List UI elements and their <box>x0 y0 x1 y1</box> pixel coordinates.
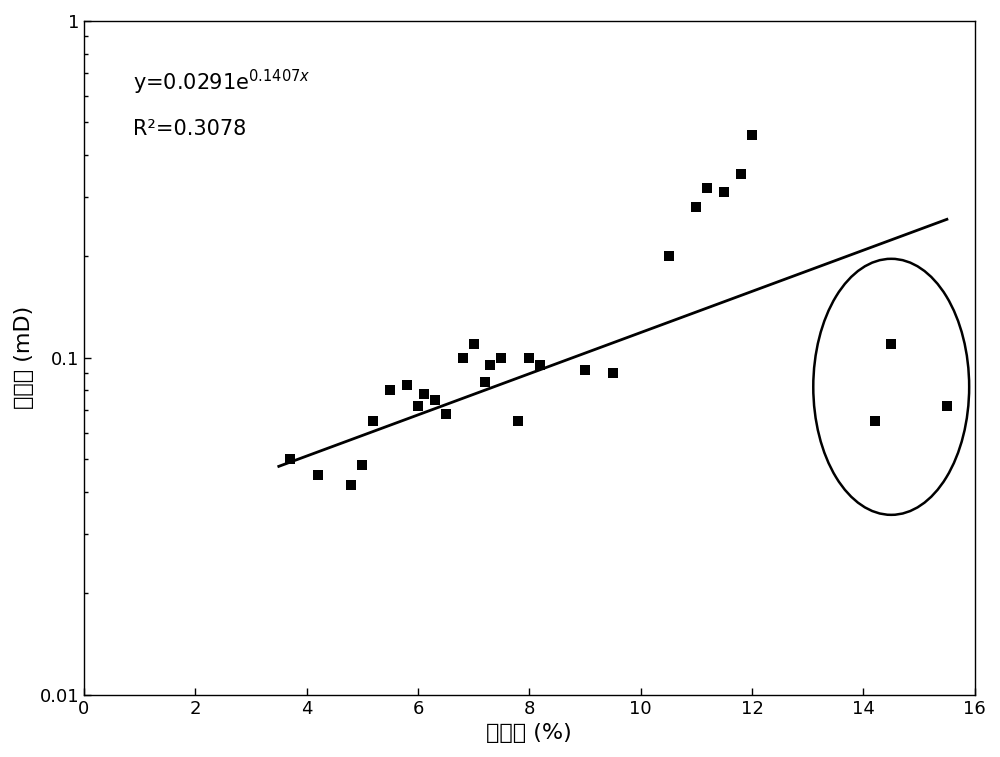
Text: y=0.0291e$^{0.1407x}$: y=0.0291e$^{0.1407x}$ <box>133 68 310 97</box>
Point <box>382 385 398 397</box>
Point <box>532 360 548 372</box>
Point <box>744 129 760 141</box>
Point <box>605 367 621 379</box>
Point <box>416 388 432 400</box>
Point <box>310 469 326 481</box>
Point <box>867 415 883 427</box>
Point <box>477 375 493 388</box>
Point <box>427 394 443 406</box>
Point <box>482 360 498 372</box>
Point <box>939 400 955 412</box>
Y-axis label: 渗透率 (mD): 渗透率 (mD) <box>14 306 34 410</box>
Point <box>343 478 359 491</box>
Point <box>455 352 471 364</box>
Point <box>365 415 381 427</box>
Point <box>716 186 732 198</box>
Point <box>410 400 426 412</box>
X-axis label: 孔隙度 (%): 孔隙度 (%) <box>486 723 572 743</box>
Point <box>282 453 298 466</box>
Point <box>438 408 454 420</box>
Point <box>883 338 899 350</box>
Point <box>661 251 677 263</box>
Point <box>510 415 526 427</box>
Point <box>577 364 593 376</box>
Text: R²=0.3078: R²=0.3078 <box>133 119 246 139</box>
Point <box>354 459 370 472</box>
Point <box>521 352 537 364</box>
Point <box>688 201 704 213</box>
Point <box>733 169 749 181</box>
Point <box>399 379 415 391</box>
Point <box>699 182 715 194</box>
Point <box>466 338 482 350</box>
Point <box>493 352 509 364</box>
